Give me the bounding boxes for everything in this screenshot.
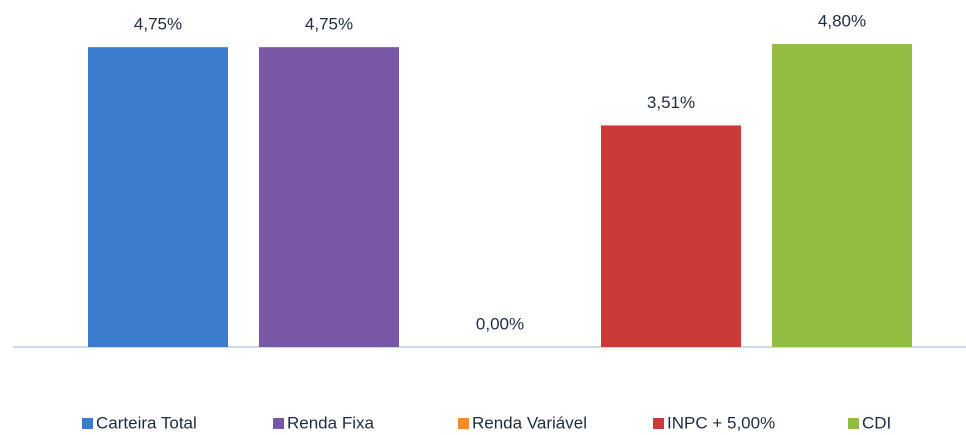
legend-label: Renda Fixa xyxy=(287,413,374,432)
legend-label: CDI xyxy=(862,413,891,432)
legend-swatch xyxy=(82,418,93,429)
data-label: 3,51% xyxy=(647,93,695,112)
bar xyxy=(772,44,912,347)
data-label: 4,75% xyxy=(305,15,353,34)
legend-swatch xyxy=(653,418,664,429)
legend-swatch xyxy=(273,418,284,429)
legend-label: INPC + 5,00% xyxy=(667,413,775,432)
bar xyxy=(88,47,228,347)
data-label: 0,00% xyxy=(476,314,524,333)
data-label: 4,75% xyxy=(134,15,182,34)
legend-swatch xyxy=(458,418,469,429)
legend-swatch xyxy=(848,418,859,429)
data-label: 4,80% xyxy=(818,11,866,30)
legend-label: Renda Variável xyxy=(472,413,587,432)
bar xyxy=(259,47,399,347)
legend-label: Carteira Total xyxy=(96,413,197,432)
bar xyxy=(601,125,741,348)
